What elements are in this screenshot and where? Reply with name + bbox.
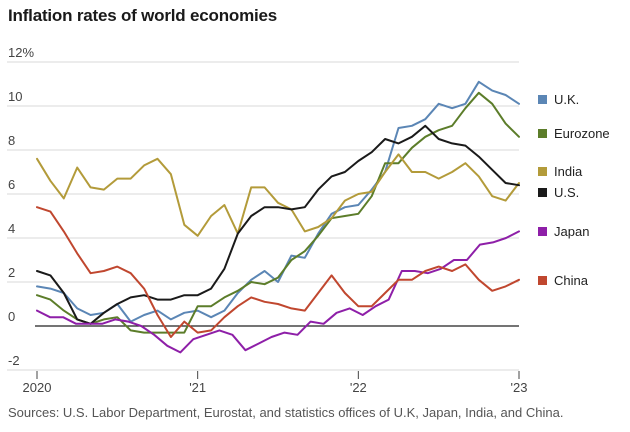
y-tick-label: 8 [8, 133, 15, 148]
line-chart: -2 0 2 4 6 8 10 12% 2020 '21 '22 '23 U.K. Eurozone I… [7, 45, 610, 395]
series-line-eurozone [36, 91, 520, 334]
chart-title: Inflation rates of world economies [8, 6, 278, 25]
legend-label: Eurozone [554, 126, 610, 141]
x-tick-label: '22 [350, 380, 367, 395]
series-line-japan [36, 230, 520, 354]
y-tick-label: -2 [8, 353, 20, 368]
y-tick-label: 10 [8, 89, 22, 104]
legend-swatch [538, 95, 547, 104]
chart-source: Sources: U.S. Labor Department, Eurostat… [8, 405, 564, 420]
legend-label: Japan [554, 224, 589, 239]
x-tick-label: 2020 [23, 380, 52, 395]
series-line-china [36, 206, 520, 338]
y-tick-label: 2 [8, 265, 15, 280]
y-tick-label: 6 [8, 177, 15, 192]
x-tick-label: '23 [511, 380, 528, 395]
x-tick-label: '21 [189, 380, 206, 395]
legend-swatch [538, 129, 547, 138]
series-line-u-s [36, 124, 520, 325]
y-tick-label: 12% [8, 45, 34, 60]
legend-swatch [538, 276, 547, 285]
legend-label: China [554, 273, 589, 288]
y-tick-label: 4 [8, 221, 15, 236]
legend-swatch [538, 227, 547, 236]
series-line-india [36, 153, 520, 237]
legend-label: U.K. [554, 92, 579, 107]
legend-label: India [554, 164, 583, 179]
legend-swatch [538, 188, 547, 197]
legend-swatch [538, 167, 547, 176]
y-tick-label: 0 [8, 309, 15, 324]
legend-label: U.S. [554, 185, 579, 200]
